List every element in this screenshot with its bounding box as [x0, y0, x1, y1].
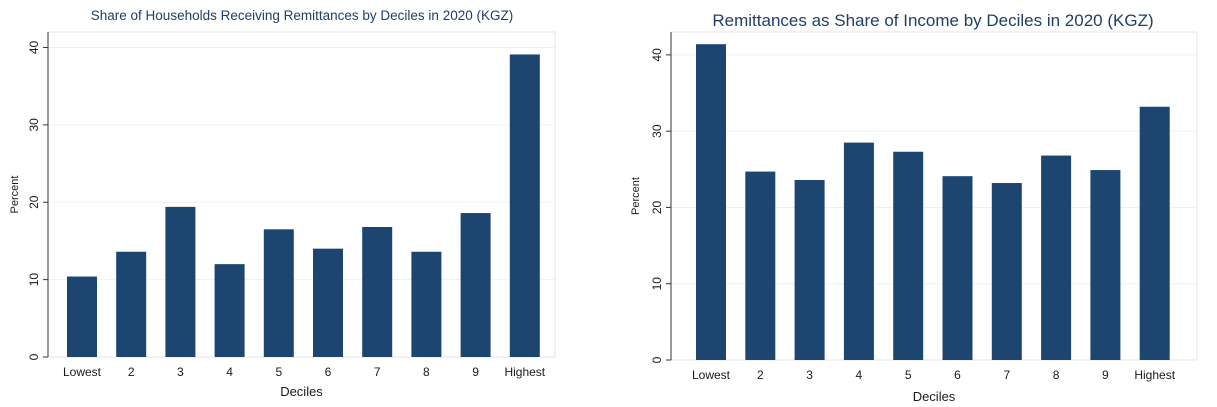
- y-tick-label: 20: [650, 200, 664, 214]
- x-tick-label: Lowest: [63, 365, 102, 379]
- chart-svg-left: Share of Households Receiving Remittance…: [9, 8, 556, 399]
- bar: [67, 276, 97, 357]
- x-tick-label: 2: [757, 368, 764, 382]
- x-tick-label: 5: [905, 368, 912, 382]
- bar: [313, 248, 343, 357]
- bar: [696, 44, 726, 360]
- y-tick-label: 20: [27, 195, 41, 209]
- chart-panel-left: Share of Households Receiving Remittance…: [0, 0, 600, 407]
- y-tick-label: 30: [27, 118, 41, 132]
- x-tick-label: 7: [1003, 368, 1010, 382]
- y-tick-label: 0: [650, 356, 664, 363]
- x-axis-title: Deciles: [280, 384, 323, 399]
- x-tick-label: 8: [1053, 368, 1060, 382]
- bar: [745, 171, 776, 360]
- bar: [116, 251, 147, 357]
- bar: [794, 179, 825, 360]
- x-tick-label: 5: [275, 365, 282, 379]
- y-tick-label: 10: [650, 277, 664, 291]
- chart-title: Share of Households Receiving Remittance…: [91, 8, 513, 23]
- x-tick-label: 6: [325, 365, 332, 379]
- x-tick-label: 4: [226, 365, 233, 379]
- x-tick-label: 4: [856, 368, 863, 382]
- x-tick-label: 3: [177, 365, 184, 379]
- x-tick-label: 2: [128, 365, 135, 379]
- y-axis-title: Percent: [9, 176, 21, 214]
- bar: [460, 213, 491, 357]
- bar: [411, 251, 442, 357]
- y-tick-label: 30: [650, 124, 664, 138]
- bar: [991, 183, 1022, 360]
- bar: [362, 227, 393, 357]
- y-tick-label: 40: [27, 40, 41, 54]
- y-axis-title: Percent: [630, 177, 642, 215]
- bar: [509, 54, 540, 357]
- chart-svg-right: Remittances as Share of Income by Decile…: [630, 11, 1198, 404]
- x-tick-label: Highest: [1134, 368, 1175, 382]
- chart-panel-right: Remittances as Share of Income by Decile…: [615, 0, 1217, 407]
- x-tick-label: 8: [423, 365, 430, 379]
- bar: [942, 176, 973, 360]
- bar: [1090, 170, 1121, 360]
- bar: [263, 229, 294, 357]
- bar: [1139, 106, 1170, 361]
- y-tick-label: 0: [27, 353, 41, 360]
- x-tick-label: 6: [954, 368, 961, 382]
- x-tick-label: 9: [472, 365, 479, 379]
- x-tick-label: Lowest: [692, 368, 731, 382]
- y-tick-label: 10: [27, 273, 41, 287]
- chart-title: Remittances as Share of Income by Decile…: [712, 11, 1153, 30]
- bar: [214, 264, 245, 357]
- bar: [893, 151, 924, 360]
- x-axis-title: Deciles: [913, 389, 956, 404]
- x-tick-label: 7: [374, 365, 381, 379]
- y-tick-label: 40: [650, 48, 664, 62]
- x-tick-label: 9: [1102, 368, 1109, 382]
- x-tick-label: 3: [806, 368, 813, 382]
- bar: [1041, 155, 1072, 360]
- x-tick-label: Highest: [504, 365, 545, 379]
- bar: [165, 206, 196, 357]
- bar: [843, 142, 874, 360]
